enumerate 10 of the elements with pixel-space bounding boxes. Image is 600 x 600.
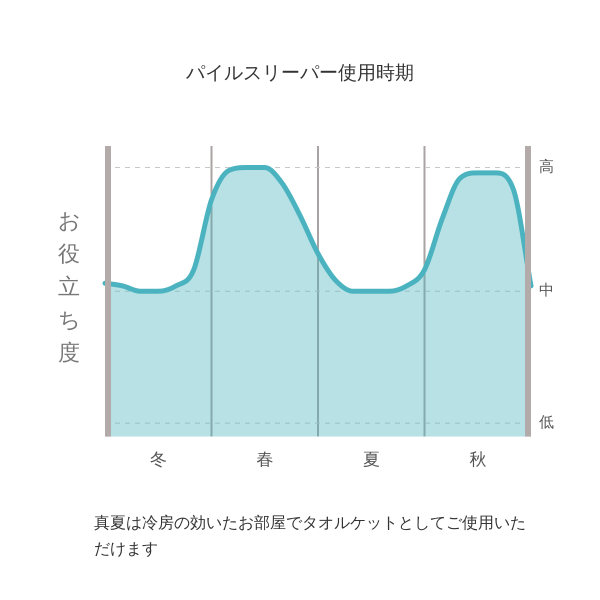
- text: 真夏は冷房の効いたお部屋でタオルケットとしてご使用いただけます: [94, 512, 527, 560]
- y-axis-title: お役立ち度: [58, 208, 81, 368]
- ref-line-label: 高: [539, 157, 554, 176]
- chart-title: パイルスリーパー使用時期: [185, 61, 415, 86]
- ref-line-label: 低: [539, 413, 554, 432]
- ref-line-label: 中: [539, 281, 554, 300]
- x-tick-label: 夏: [362, 450, 380, 470]
- x-tick-label: 秋: [469, 450, 486, 470]
- x-tick-label: 冬: [150, 450, 167, 470]
- x-tick-label: 春: [256, 450, 274, 470]
